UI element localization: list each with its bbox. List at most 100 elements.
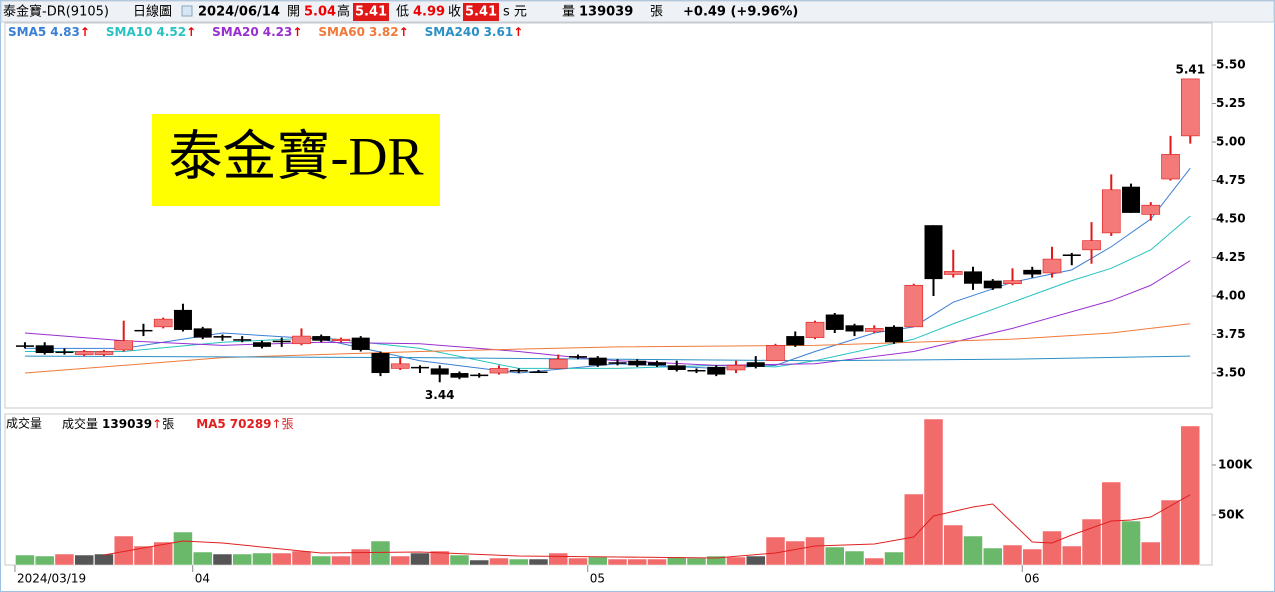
candle-body	[647, 362, 666, 366]
candle-body	[529, 371, 548, 374]
candle-body	[470, 374, 489, 377]
volume-bar	[686, 557, 707, 566]
candle-body	[608, 362, 627, 364]
candle-body	[786, 336, 805, 346]
volume-bar	[212, 553, 233, 566]
volume-bar	[1002, 544, 1023, 566]
legend-arrow: ↑	[272, 417, 282, 431]
legend-unit: 張	[162, 417, 174, 431]
volume-bar	[15, 554, 35, 566]
candle-body	[173, 309, 192, 330]
price-pane	[4, 22, 1213, 409]
volume-bar	[587, 556, 608, 566]
candle-body	[943, 271, 963, 275]
volume-bar	[568, 557, 588, 566]
volume-bar	[192, 551, 213, 566]
candle-body	[1042, 258, 1062, 274]
legend-value: 4.23	[263, 25, 293, 39]
y-tick-label: 4.00	[1216, 289, 1246, 303]
volume-bar	[350, 548, 371, 566]
y-tick-label: 4.50	[1216, 212, 1246, 226]
volume-bar	[706, 555, 726, 566]
legend-arrow: ↑	[399, 25, 409, 39]
volume-bar	[745, 555, 766, 566]
candle-body	[351, 337, 370, 350]
volume-bar	[1141, 541, 1161, 566]
candle-body	[55, 351, 74, 353]
volume-bar	[528, 558, 549, 566]
volume-bar	[1121, 520, 1141, 566]
candle-body	[1141, 204, 1161, 215]
ma-line	[24, 355, 1191, 362]
candle-body	[312, 336, 331, 341]
y-tick-label: 4.75	[1216, 173, 1246, 187]
candle-body	[667, 365, 686, 370]
candle-body	[410, 366, 429, 369]
watermark-box	[152, 114, 440, 206]
legend-arrow: ↑	[513, 25, 523, 39]
volume-bar	[449, 554, 470, 566]
volume-bar	[133, 545, 154, 566]
candle-body	[746, 362, 765, 367]
candle-body	[1082, 240, 1101, 251]
candle-body	[193, 328, 212, 338]
volume-bar	[271, 552, 292, 566]
high-box	[353, 3, 389, 21]
max-label: 5.41	[1175, 62, 1205, 76]
legend-name: SMA20	[212, 25, 259, 39]
volume-bar	[1101, 481, 1122, 566]
candle-body	[924, 225, 943, 280]
y-tick-label: 50K	[1218, 508, 1245, 522]
legend-value: 3.82	[369, 25, 399, 39]
x-tick-label: 04	[195, 572, 210, 586]
volume-label: 量	[562, 5, 575, 20]
candle-body	[134, 329, 153, 332]
min-label: 3.44	[425, 388, 455, 402]
y-tick-label: 4.25	[1216, 250, 1246, 264]
volume-bar	[34, 555, 55, 566]
volume-bar	[429, 550, 450, 566]
ma-line	[103, 494, 1191, 559]
volume-bar	[943, 524, 964, 566]
y-tick-label: 5.25	[1216, 96, 1246, 110]
legend-name: SMA60	[318, 25, 365, 39]
unit: s 元	[503, 5, 527, 20]
candle-body	[588, 357, 607, 366]
high-label: 高	[337, 4, 350, 20]
legend-value: 4.83	[50, 25, 80, 39]
candle-body	[233, 339, 252, 341]
volume-bar	[94, 553, 114, 566]
volume-bar	[864, 557, 885, 566]
y-tick-label: 3.75	[1216, 327, 1246, 341]
candle-body	[568, 356, 587, 358]
y-tick-label: 5.50	[1216, 58, 1246, 72]
volume-unit: 張	[650, 5, 663, 20]
close-box	[463, 3, 499, 21]
x-tick-label: 06	[1024, 572, 1039, 586]
header-bar	[0, 0, 1275, 23]
volume-bar	[311, 555, 331, 566]
volume-bar	[153, 541, 173, 566]
candle-body	[292, 335, 311, 345]
candle-body	[1122, 186, 1141, 213]
candle-body	[371, 353, 390, 374]
legend-name: MA5	[196, 417, 226, 431]
volume-bar	[113, 535, 134, 566]
legend-value: 70289	[230, 417, 272, 431]
volume-bar	[726, 556, 746, 566]
volume-bar	[390, 555, 410, 566]
volume-bar	[805, 536, 825, 566]
volume-bar	[410, 552, 430, 566]
candle-body	[964, 271, 983, 284]
volume-legend: 成交量 139039↑張 MA5 70289↑張	[62, 416, 294, 431]
legend-name: SMA240	[425, 25, 480, 39]
volume-bar	[1081, 518, 1102, 566]
candle-body	[1023, 269, 1042, 275]
candle-body	[252, 342, 271, 347]
dropdown-icon[interactable]	[181, 5, 193, 17]
candle-body	[94, 351, 114, 355]
candle-body	[272, 340, 291, 343]
volume-bar	[1180, 425, 1201, 566]
